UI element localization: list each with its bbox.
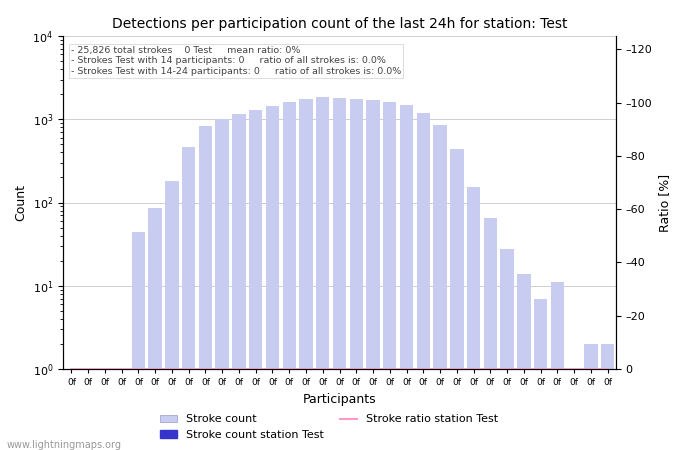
Stroke ratio station Test	[168, 366, 176, 372]
Stroke ratio station Test	[285, 366, 293, 372]
Stroke ratio station Test	[503, 366, 511, 372]
Bar	[81, 369, 94, 450]
Stroke ratio station Test	[151, 366, 160, 372]
Bar	[584, 344, 598, 450]
Bar	[366, 100, 379, 450]
Stroke ratio station Test	[335, 366, 344, 372]
Bar	[115, 369, 128, 450]
Stroke ratio station Test	[185, 366, 193, 372]
Stroke ratio station Test	[268, 366, 277, 372]
Stroke ratio station Test	[234, 366, 243, 372]
Bar	[216, 118, 229, 450]
Stroke ratio station Test	[101, 366, 109, 372]
Stroke ratio station Test	[386, 366, 394, 372]
Stroke ratio station Test	[486, 366, 494, 372]
Stroke ratio station Test	[118, 366, 126, 372]
Bar	[64, 369, 78, 450]
Bar	[534, 299, 547, 450]
Bar	[551, 282, 564, 450]
Stroke ratio station Test	[453, 366, 461, 372]
Bar	[332, 98, 346, 450]
Stroke ratio station Test	[84, 366, 92, 372]
Text: www.lightningmaps.org: www.lightningmaps.org	[7, 440, 122, 450]
Stroke ratio station Test	[251, 366, 260, 372]
Stroke ratio station Test	[519, 366, 528, 372]
Bar	[433, 125, 447, 450]
Bar	[199, 126, 212, 450]
Text: - 25,826 total strokes    0 Test     mean ratio: 0%
- Strokes Test with 14 parti: - 25,826 total strokes 0 Test mean ratio…	[71, 46, 402, 76]
Stroke ratio station Test	[553, 366, 561, 372]
Bar	[249, 110, 262, 450]
Stroke ratio station Test	[570, 366, 578, 372]
Bar	[316, 97, 330, 450]
Bar	[416, 112, 430, 450]
Bar	[601, 344, 615, 450]
Stroke ratio station Test	[369, 366, 377, 372]
Bar	[182, 147, 195, 450]
Bar	[148, 208, 162, 450]
Stroke ratio station Test	[587, 366, 595, 372]
Bar	[568, 369, 581, 450]
Bar	[132, 232, 145, 450]
Bar	[232, 114, 246, 450]
Bar	[484, 218, 497, 450]
Bar	[165, 181, 178, 450]
Stroke ratio station Test	[201, 366, 209, 372]
Y-axis label: Count: Count	[14, 184, 27, 221]
Bar	[450, 149, 463, 450]
Stroke ratio station Test	[352, 366, 361, 372]
Stroke ratio station Test	[302, 366, 310, 372]
Stroke ratio station Test	[419, 366, 428, 372]
Y-axis label: Ratio [%]: Ratio [%]	[658, 173, 671, 232]
Stroke ratio station Test	[536, 366, 545, 372]
Stroke ratio station Test	[402, 366, 411, 372]
Stroke ratio station Test	[470, 366, 478, 372]
Stroke ratio station Test	[318, 366, 327, 372]
Stroke ratio station Test	[67, 366, 76, 372]
Title: Detections per participation count of the last 24h for station: Test: Detections per participation count of th…	[112, 17, 567, 31]
Bar	[517, 274, 531, 450]
Stroke ratio station Test	[218, 366, 226, 372]
Bar	[300, 99, 313, 450]
Bar	[467, 187, 480, 450]
Bar	[283, 102, 296, 450]
Bar	[349, 99, 363, 450]
Bar	[500, 248, 514, 450]
X-axis label: Participants: Participants	[302, 392, 377, 405]
Stroke ratio station Test	[603, 366, 612, 372]
Bar	[98, 369, 111, 450]
Bar	[266, 106, 279, 450]
Legend: Stroke count, Stroke count station Test, Stroke ratio station Test: Stroke count, Stroke count station Test,…	[155, 410, 503, 445]
Stroke ratio station Test	[134, 366, 143, 372]
Bar	[383, 102, 396, 450]
Bar	[400, 105, 413, 450]
Stroke ratio station Test	[436, 366, 445, 372]
